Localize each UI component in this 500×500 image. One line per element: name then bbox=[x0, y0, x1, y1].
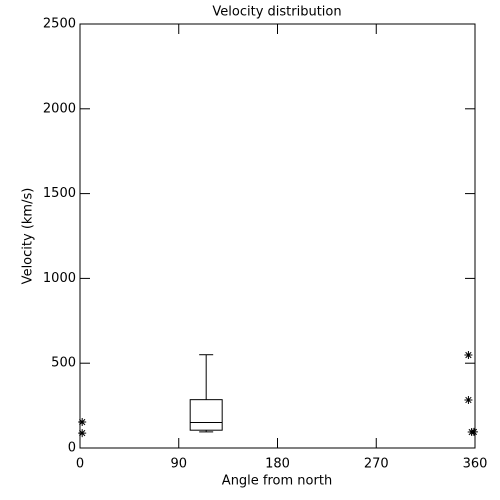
y-tick-label: 1000 bbox=[43, 271, 76, 286]
outlier bbox=[464, 351, 473, 360]
outlier bbox=[469, 427, 478, 436]
outlier bbox=[78, 418, 87, 427]
y-tick-label: 0 bbox=[68, 441, 76, 456]
chart-title: Velocity distribution bbox=[212, 5, 341, 20]
y-tick-label: 2500 bbox=[43, 17, 76, 32]
x-tick-label: 0 bbox=[76, 457, 84, 472]
x-axis-label: Angle from north bbox=[222, 474, 332, 489]
y-tick-label: 2000 bbox=[43, 101, 76, 116]
outlier bbox=[464, 396, 473, 405]
y-tick-label: 1500 bbox=[43, 186, 76, 201]
x-tick-label: 270 bbox=[364, 457, 389, 472]
y-tick-label: 500 bbox=[51, 356, 76, 371]
plot-frame bbox=[79, 23, 476, 449]
box bbox=[189, 399, 223, 431]
x-tick-label: 90 bbox=[170, 457, 187, 472]
outlier bbox=[78, 429, 87, 438]
x-tick-label: 180 bbox=[265, 457, 290, 472]
y-axis-label: Velocity (km/s) bbox=[21, 188, 36, 285]
x-tick-label: 360 bbox=[463, 457, 488, 472]
